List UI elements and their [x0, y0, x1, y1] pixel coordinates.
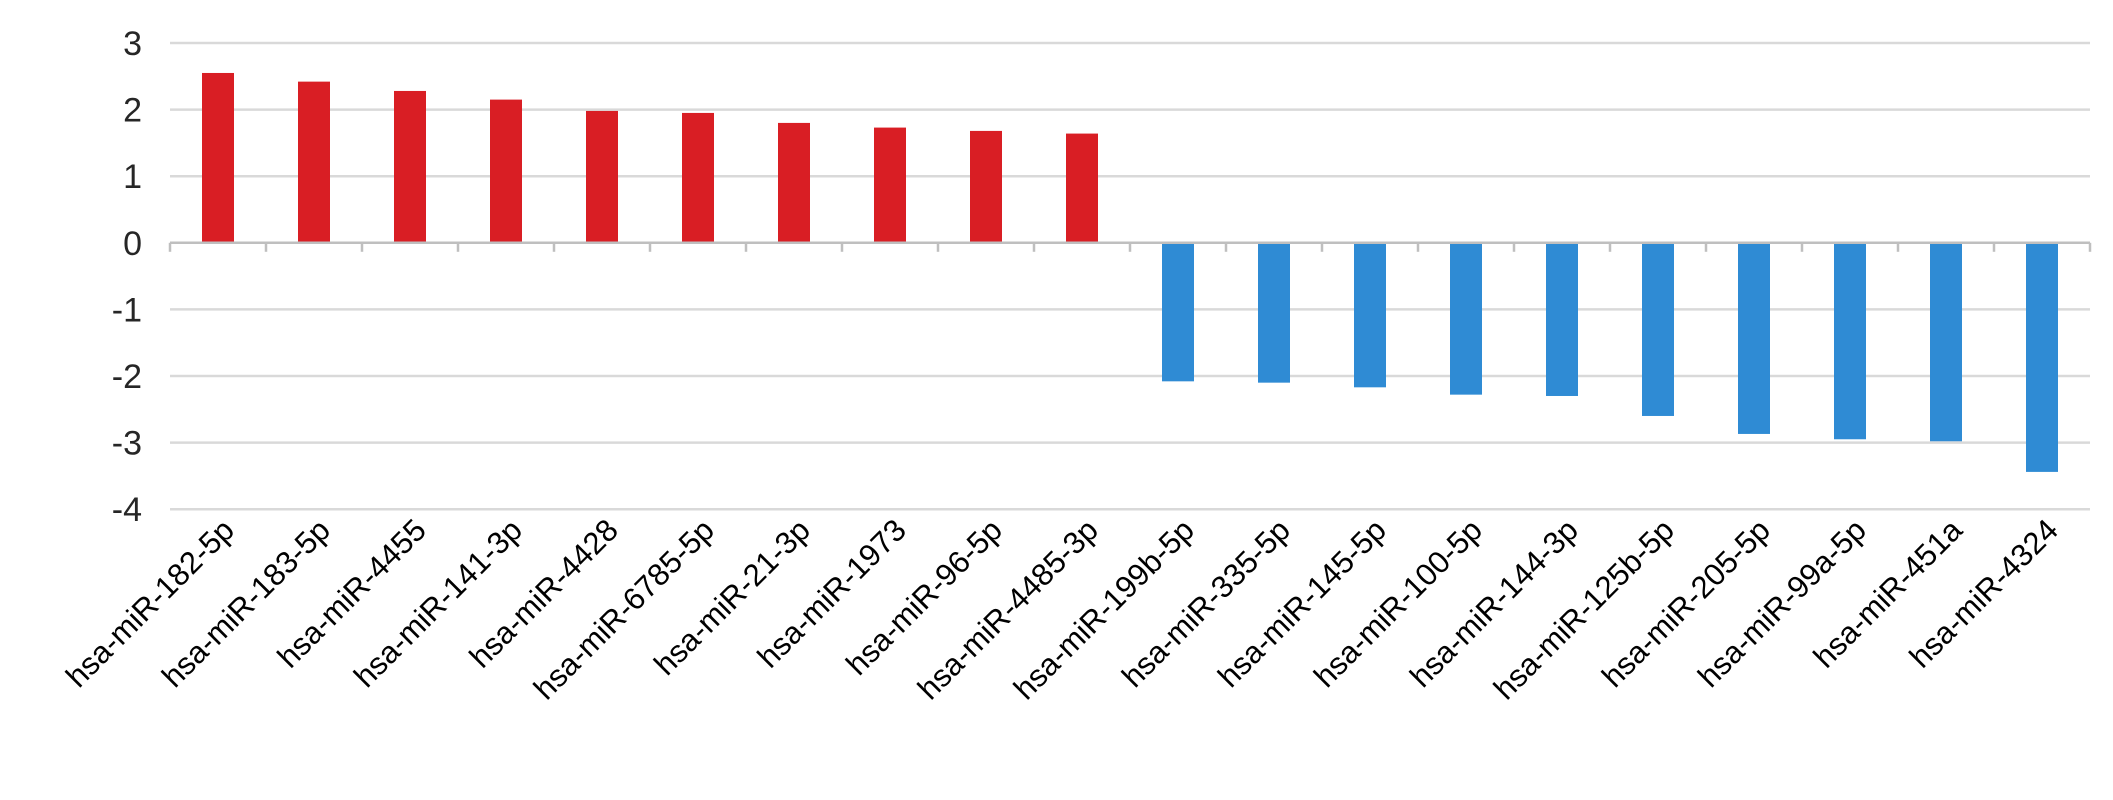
- bar-hsa-miR-4485-3p: [1066, 133, 1098, 243]
- bar-hsa-miR-205-5p: [1738, 242, 1770, 434]
- y-tick-label: 1: [123, 158, 142, 196]
- x-tick-label: hsa-miR-205-5p: [1595, 512, 1777, 694]
- x-axis: [168, 241, 2092, 252]
- x-tick-label: hsa-miR-183-5p: [155, 512, 337, 694]
- bar-hsa-miR-335-5p: [1258, 242, 1290, 383]
- y-tick-label: -4: [112, 491, 142, 529]
- bar-hsa-miR-96-5p: [970, 130, 1002, 243]
- bar-hsa-miR-199b-5p: [1162, 242, 1194, 382]
- y-tick-label: -3: [112, 425, 142, 463]
- bar-hsa-miR-4324: [2026, 242, 2058, 472]
- bar-hsa-miR-451a: [1930, 242, 1962, 442]
- x-tick-label: hsa-miR-4485-3p: [911, 512, 1105, 706]
- bar-hsa-miR-145-5p: [1354, 242, 1386, 388]
- bar-hsa-miR-1973: [874, 127, 906, 243]
- y-axis-tick-labels: 3 2 1 0 -1 -2 -3 -4: [112, 25, 142, 529]
- x-tick-label: hsa-miR-99a-5p: [1691, 512, 1873, 694]
- bars: [202, 72, 2058, 472]
- bar-hsa-miR-125b-5p: [1642, 242, 1674, 416]
- bar-hsa-miR-21-3p: [778, 122, 810, 243]
- x-tick-label: hsa-miR-6785-5p: [527, 512, 721, 706]
- y-tick-label: 3: [123, 25, 142, 63]
- x-tick-label: hsa-miR-199b-5p: [1007, 512, 1201, 706]
- x-axis-tick-labels: hsa-miR-182-5phsa-miR-183-5phsa-miR-4455…: [59, 512, 2065, 707]
- x-tick-label: hsa-miR-144-3p: [1403, 512, 1585, 694]
- x-tick-label: hsa-miR-100-5p: [1307, 512, 1489, 694]
- bar-hsa-miR-182-5p: [202, 72, 234, 243]
- y-tick-label: -1: [112, 291, 142, 329]
- gridlines: [170, 41, 2090, 511]
- x-tick-label: hsa-miR-141-3p: [347, 512, 529, 694]
- bar-hsa-miR-183-5p: [298, 81, 330, 243]
- x-tick-label: hsa-miR-335-5p: [1115, 512, 1297, 694]
- bar-hsa-miR-141-3p: [490, 99, 522, 243]
- x-tick-label: hsa-miR-125b-5p: [1487, 512, 1681, 706]
- y-tick-label: -2: [112, 358, 142, 396]
- bar-hsa-miR-99a-5p: [1834, 242, 1866, 440]
- y-tick-label: 0: [123, 225, 142, 263]
- bar-hsa-miR-100-5p: [1450, 242, 1482, 395]
- bar-hsa-miR-6785-5p: [682, 112, 714, 243]
- bar-hsa-miR-144-3p: [1546, 242, 1578, 396]
- bar-hsa-miR-4428: [586, 110, 618, 243]
- x-tick-label: hsa-miR-145-5p: [1211, 512, 1393, 694]
- x-tick-label: hsa-miR-182-5p: [59, 512, 241, 694]
- y-tick-label: 2: [123, 92, 142, 130]
- bar-hsa-miR-4455: [394, 90, 426, 243]
